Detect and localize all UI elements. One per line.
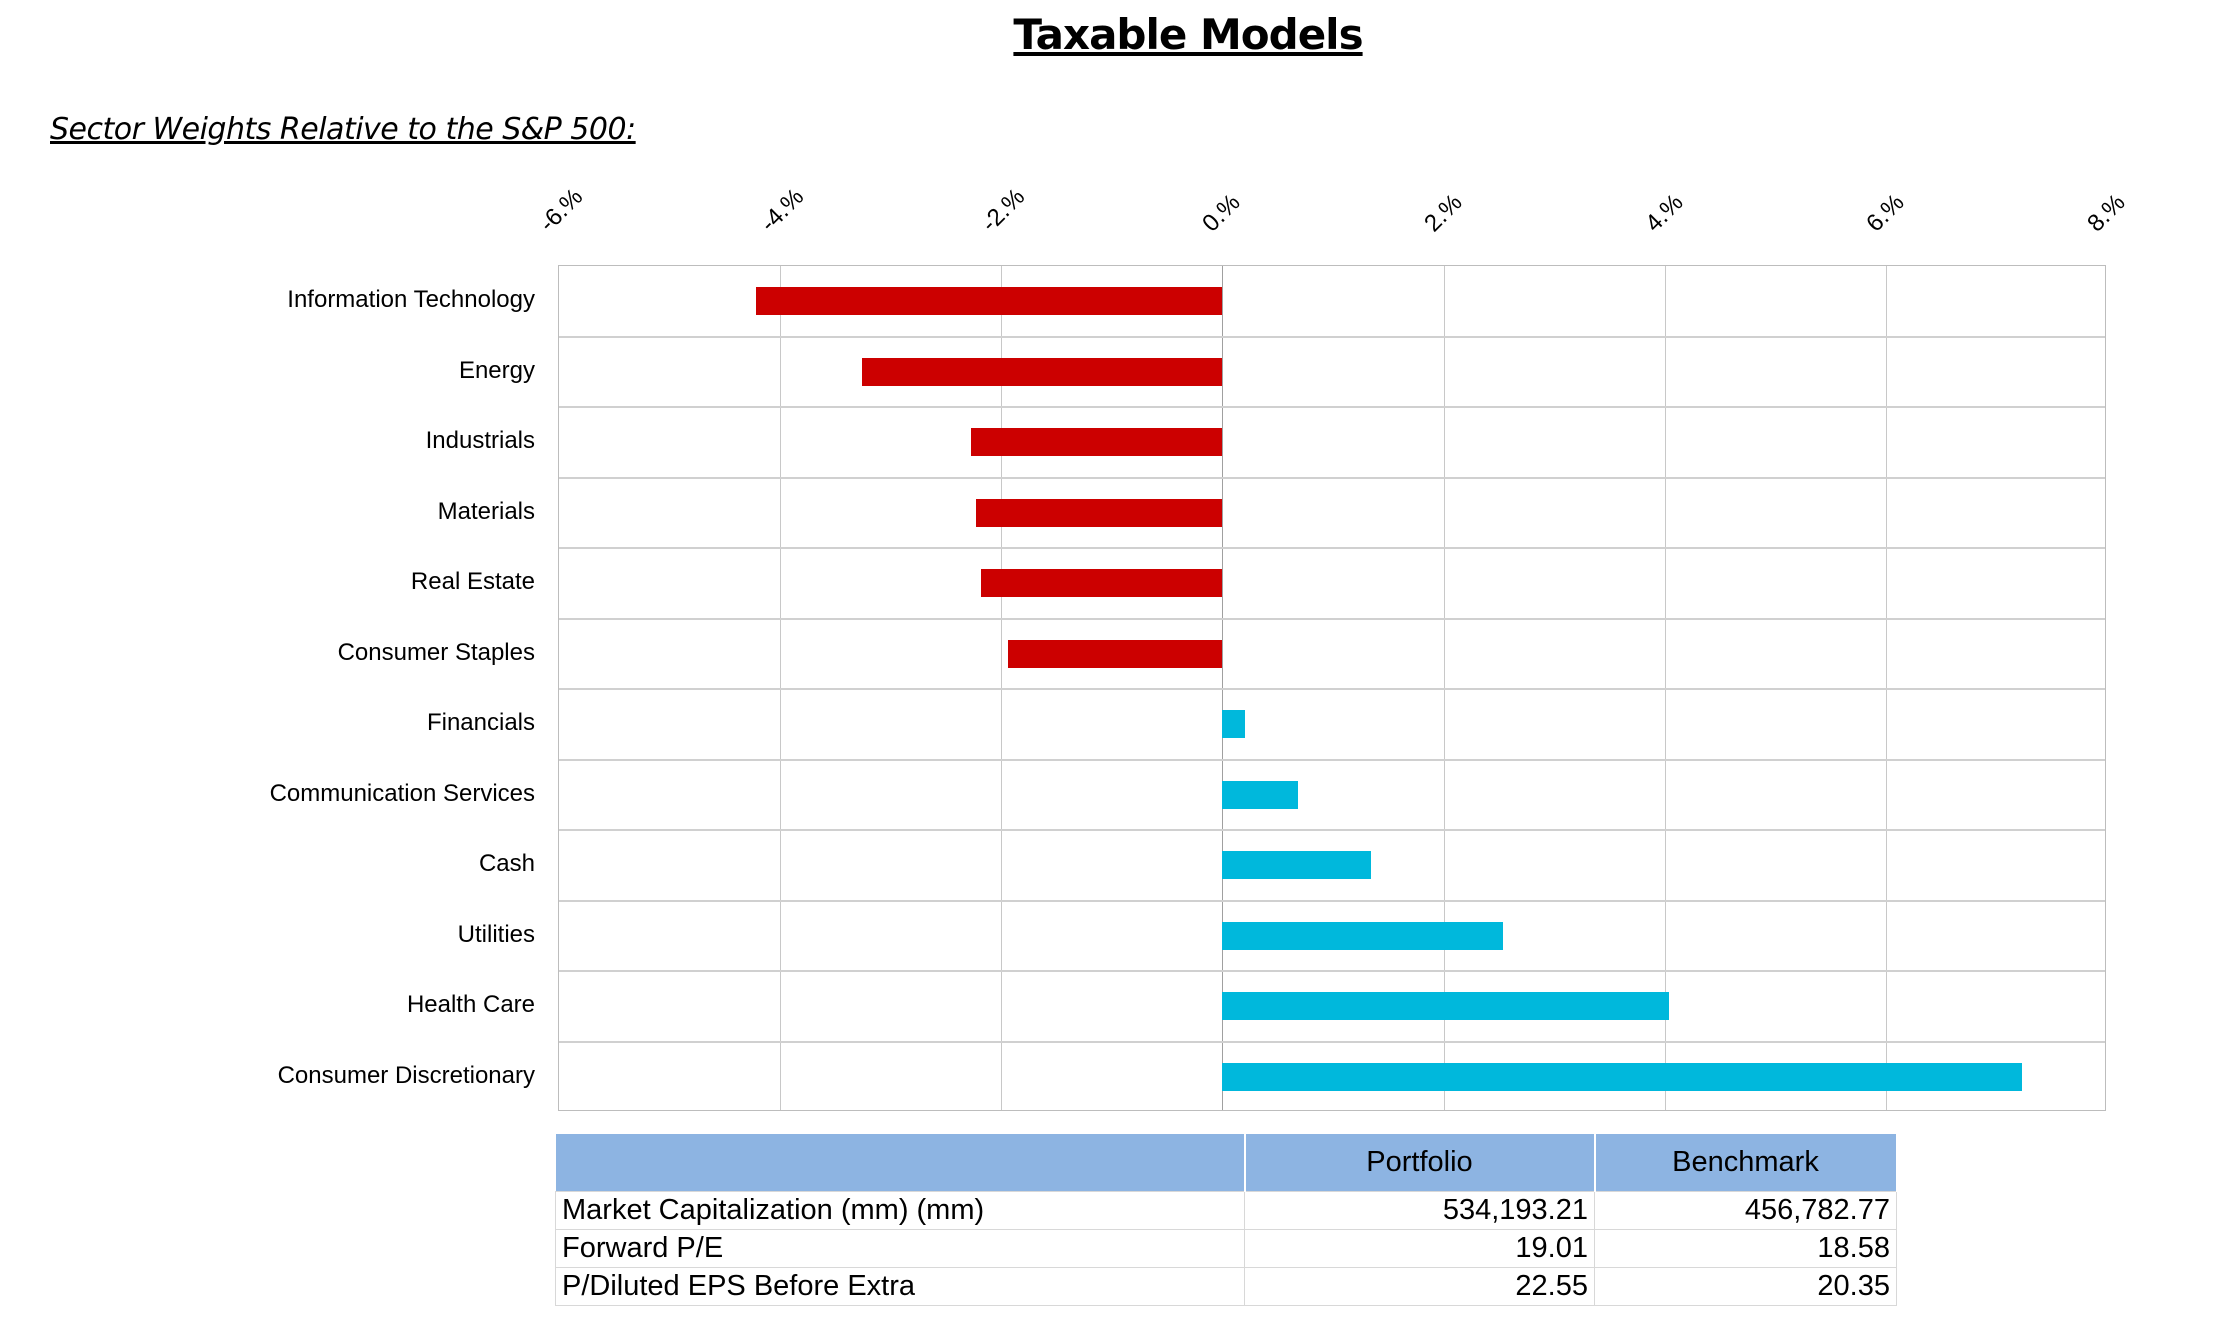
category-label: Financials bbox=[426, 709, 535, 737]
header-benchmark: Benchmark bbox=[1594, 1134, 1898, 1192]
category-label: Health Care bbox=[406, 991, 535, 1019]
gridline-horizontal bbox=[559, 899, 2105, 902]
x-tick-label: -6.% bbox=[534, 183, 589, 238]
chart-subtitle: Sector Weights Relative to the S&P 500: bbox=[50, 112, 636, 147]
bar-financials bbox=[1222, 710, 1245, 739]
gridline-horizontal bbox=[559, 547, 2105, 549]
bar-consumer-staples bbox=[1007, 639, 1223, 668]
header-portfolio: Portfolio bbox=[1244, 1134, 1596, 1192]
x-tick-label: -4.% bbox=[755, 183, 810, 238]
row-label: Market Capitalization (mm) (mm) bbox=[555, 1191, 1245, 1230]
table-row: Market Capitalization (mm) (mm) 534,193.… bbox=[555, 1191, 1897, 1230]
gridline-horizontal bbox=[559, 688, 2105, 690]
category-label: Industrials bbox=[425, 427, 535, 455]
x-tick-label: 6.% bbox=[1861, 188, 1910, 238]
bar-health-care bbox=[1222, 992, 1670, 1021]
gridline-horizontal bbox=[559, 617, 2105, 620]
row-label: Forward P/E bbox=[555, 1229, 1245, 1268]
x-tick-label: 8.% bbox=[2082, 188, 2131, 238]
benchmark-value: 456,782.77 bbox=[1594, 1191, 1897, 1230]
category-label: Information Technology bbox=[287, 286, 535, 314]
gridline-horizontal bbox=[559, 758, 2105, 761]
bar-industrials bbox=[971, 428, 1223, 457]
bar-real-estate bbox=[981, 569, 1223, 598]
category-label: Real Estate bbox=[410, 568, 535, 596]
table-row: Forward P/E 19.01 18.58 bbox=[555, 1229, 1897, 1268]
bar-cash bbox=[1222, 851, 1371, 880]
portfolio-value: 19.01 bbox=[1244, 1229, 1595, 1268]
category-label: Materials bbox=[437, 497, 535, 525]
table-row: P/Diluted EPS Before Extra 22.55 20.35 bbox=[555, 1267, 1897, 1306]
gridline-horizontal bbox=[559, 829, 2105, 831]
bar-energy bbox=[861, 357, 1223, 386]
category-label: Cash bbox=[478, 850, 535, 878]
x-tick-label: 2.% bbox=[1418, 188, 1468, 238]
plot-area bbox=[558, 265, 2106, 1111]
category-label: Communication Services bbox=[269, 779, 535, 807]
stats-table: Portfolio Benchmark Market Capitalizatio… bbox=[555, 1134, 1898, 1306]
x-tick-label: -2.% bbox=[976, 183, 1031, 238]
bar-consumer-discretionary bbox=[1222, 1062, 2022, 1091]
category-label: Consumer Discretionary bbox=[277, 1061, 535, 1089]
x-tick-label: 0.% bbox=[1197, 188, 1246, 238]
gridline-horizontal bbox=[559, 406, 2105, 408]
benchmark-value: 20.35 bbox=[1594, 1267, 1897, 1306]
gridline-horizontal bbox=[559, 335, 2105, 338]
category-label: Energy bbox=[458, 356, 535, 384]
row-label: P/Diluted EPS Before Extra bbox=[555, 1267, 1245, 1306]
bar-communication-services bbox=[1222, 780, 1298, 809]
portfolio-value: 534,193.21 bbox=[1244, 1191, 1595, 1230]
bar-information-technology bbox=[755, 287, 1223, 316]
benchmark-value: 18.58 bbox=[1594, 1229, 1897, 1268]
header-blank bbox=[555, 1134, 1246, 1192]
category-label: Consumer Staples bbox=[337, 638, 535, 666]
gridline-horizontal bbox=[559, 970, 2105, 972]
x-tick-label: 4.% bbox=[1639, 188, 1689, 238]
page-title: Taxable Models bbox=[1013, 10, 1363, 59]
category-label: Utilities bbox=[457, 920, 535, 948]
bar-materials bbox=[975, 498, 1223, 527]
gridline-horizontal bbox=[559, 1040, 2105, 1043]
bar-utilities bbox=[1222, 921, 1504, 950]
portfolio-value: 22.55 bbox=[1244, 1267, 1595, 1306]
gridline-horizontal bbox=[559, 476, 2105, 479]
